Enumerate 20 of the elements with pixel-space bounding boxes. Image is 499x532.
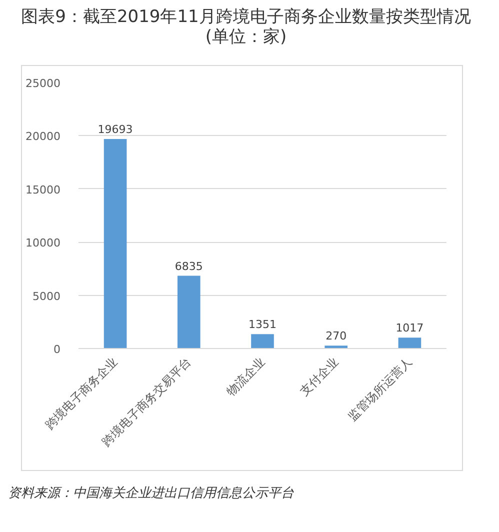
y-tick-label: 15000 bbox=[26, 183, 61, 196]
bar bbox=[177, 276, 200, 348]
data-label: 19693 bbox=[98, 122, 133, 136]
text: 资料来源：中国海关企业进出口信用信息公示平台 bbox=[8, 485, 294, 503]
chart-title: 图表9：截至2019年11月跨境电子商务企业数量按类型情况(单位：家) bbox=[20, 7, 472, 48]
y-tick-label: 20000 bbox=[26, 130, 61, 144]
data-label: 1017 bbox=[396, 322, 424, 335]
x-tick-label: 物流企业 bbox=[224, 354, 268, 398]
y-tick-label: 5000 bbox=[32, 290, 61, 303]
y-tick-label: 0 bbox=[54, 343, 60, 356]
y-tick-label: 25000 bbox=[26, 77, 61, 90]
data-label: 270 bbox=[326, 330, 347, 343]
bar bbox=[251, 334, 274, 348]
x-tick-label: 支付企业 bbox=[297, 354, 342, 398]
y-tick-label: 10000 bbox=[26, 236, 61, 250]
x-tick-label: 监管场所运营人 bbox=[345, 354, 415, 424]
bar bbox=[398, 338, 422, 348]
bar bbox=[104, 138, 127, 348]
data-label: 1351 bbox=[248, 318, 277, 332]
data-label: 6835 bbox=[174, 260, 203, 273]
